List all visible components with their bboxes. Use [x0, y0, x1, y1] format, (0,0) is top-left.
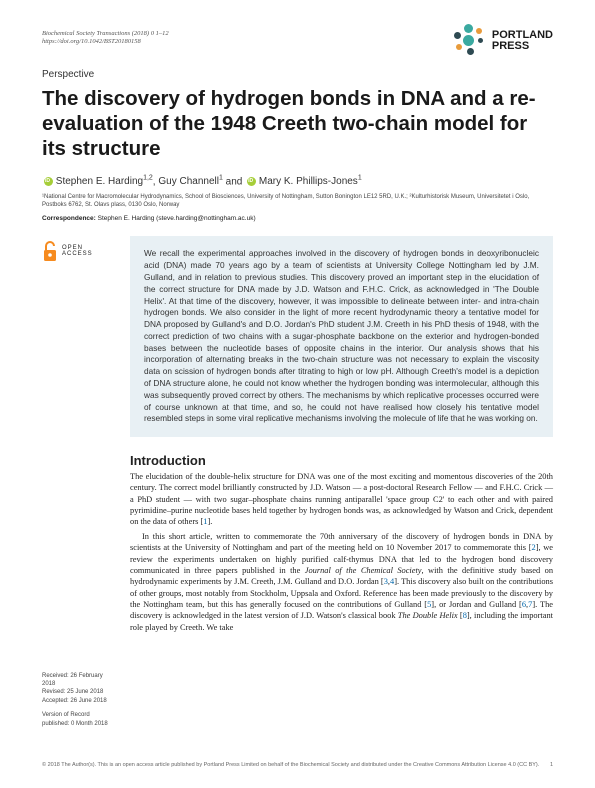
publisher-logo-mark	[452, 24, 486, 58]
orcid-icon	[247, 177, 256, 186]
date-received: Received: 26 February 2018	[42, 672, 116, 689]
correspondence-label: Correspondence:	[42, 215, 96, 222]
publisher-logo: PORTLAND PRESS	[452, 24, 553, 58]
date-revised: Revised: 25 June 2018	[42, 688, 116, 696]
journal-doi: https://doi.org/10.1042/BST20180158	[42, 38, 141, 45]
citation-link[interactable]: 6	[522, 600, 526, 609]
citation-link[interactable]: 5	[427, 600, 431, 609]
page-number: 1	[550, 762, 553, 768]
author-list: Stephen E. Harding1,2, Guy Channell1 and…	[42, 175, 553, 187]
copyright-text: © 2018 The Author(s). This is an open ac…	[42, 762, 539, 768]
citation-link[interactable]: 1	[203, 517, 207, 526]
correspondence-text: Stephen E. Harding (steve.harding@nottin…	[98, 215, 256, 222]
journal-name: Biochemical Society Transactions	[42, 30, 130, 37]
correspondence: Correspondence: Stephen E. Harding (stev…	[42, 215, 553, 222]
publisher-logo-text: PORTLAND PRESS	[492, 30, 553, 52]
article-dates: Received: 26 February 2018 Revised: 25 J…	[42, 672, 116, 728]
body-paragraph: The elucidation of the double-helix stru…	[130, 471, 553, 528]
open-access-text: OPEN ACCESS	[62, 245, 93, 258]
affiliations: ¹National Centre for Macromolecular Hydr…	[42, 193, 553, 209]
date-accepted: Accepted: 26 June 2018	[42, 697, 116, 705]
citation-link[interactable]: 3	[384, 577, 388, 586]
section-heading: Introduction	[130, 453, 553, 468]
date-version: Version of Record published: 0 Month 201…	[42, 711, 116, 728]
body-paragraph: In this short article, written to commem…	[130, 531, 553, 633]
citation-link[interactable]: 7	[528, 600, 532, 609]
open-access-badge: OPEN ACCESS	[42, 240, 116, 262]
citation-link[interactable]: 2	[532, 543, 536, 552]
author: Stephen E. Harding1,2	[42, 176, 153, 187]
article-type: Perspective	[42, 69, 553, 80]
citation-link[interactable]: 4	[390, 577, 394, 586]
orcid-icon	[44, 177, 53, 186]
author: Guy Channell1	[158, 176, 223, 187]
author: Mary K. Phillips-Jones1	[245, 176, 362, 187]
open-access-lock-icon	[42, 240, 58, 262]
citation-link[interactable]: 8	[463, 611, 467, 620]
abstract: We recall the experimental approaches in…	[130, 236, 553, 437]
article-title: The discovery of hydrogen bonds in DNA a…	[42, 86, 553, 161]
page-footer: © 2018 The Author(s). This is an open ac…	[42, 762, 553, 768]
journal-citation: (2018) 0 1–12	[132, 30, 169, 37]
